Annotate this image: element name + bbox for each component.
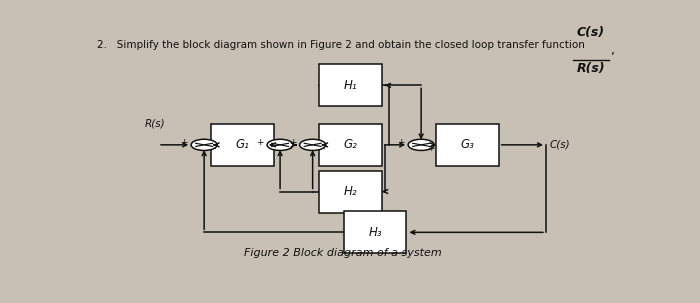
Text: H₃: H₃ (368, 226, 382, 239)
Circle shape (408, 139, 434, 151)
Text: ,: , (611, 44, 615, 57)
Text: +: + (288, 138, 296, 147)
Text: -: - (321, 144, 324, 153)
Text: -: - (288, 144, 292, 153)
Text: -: - (213, 144, 216, 153)
Text: H₁: H₁ (344, 79, 358, 92)
Bar (319, 124, 382, 166)
Bar (319, 64, 382, 106)
Bar (344, 211, 407, 253)
Text: +: + (180, 138, 188, 147)
Bar (319, 171, 382, 212)
Text: G₂: G₂ (344, 138, 358, 152)
Text: 2.   Simplify the block diagram shown in Figure 2 and obtain the closed loop tra: 2. Simplify the block diagram shown in F… (97, 40, 585, 50)
Text: +: + (397, 138, 405, 147)
Bar (211, 124, 274, 166)
Text: G₃: G₃ (461, 138, 474, 152)
Text: R(s): R(s) (577, 62, 606, 75)
Bar (436, 124, 498, 166)
Text: R(s): R(s) (145, 118, 166, 128)
Circle shape (267, 139, 293, 151)
Text: G₁: G₁ (235, 138, 249, 152)
Text: C(s): C(s) (577, 26, 605, 39)
Text: C(s): C(s) (550, 140, 570, 150)
Text: Figure 2 Block diagram of a system: Figure 2 Block diagram of a system (244, 248, 442, 258)
Text: +: + (428, 144, 435, 153)
Circle shape (300, 139, 326, 151)
Circle shape (191, 139, 217, 151)
Text: +: + (256, 138, 264, 147)
Text: H₂: H₂ (344, 185, 358, 198)
